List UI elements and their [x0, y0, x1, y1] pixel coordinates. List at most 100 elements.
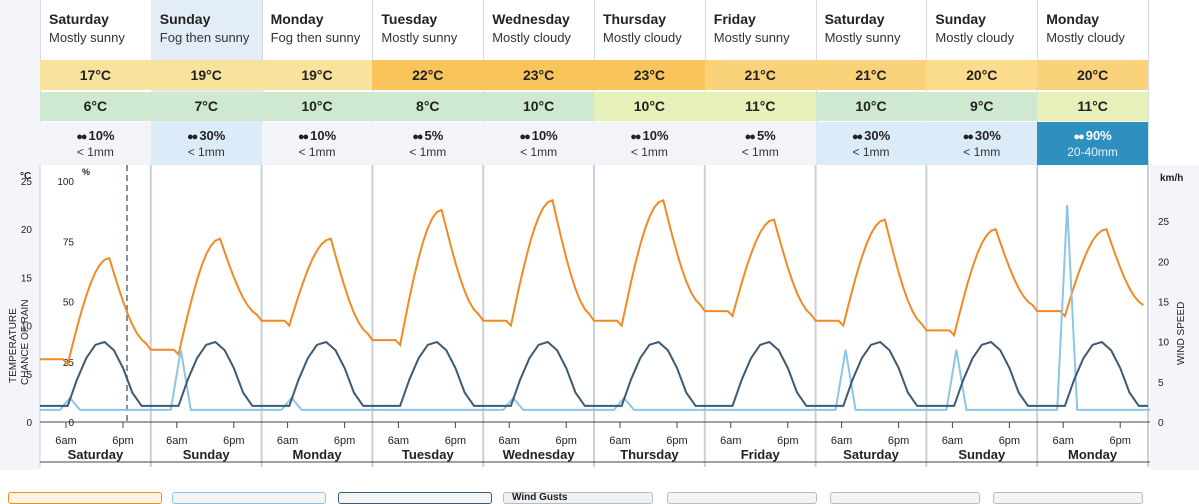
day-column[interactable]: Friday Mostly sunny 21°C 11°C ●● 5% < 1mm: [704, 0, 817, 165]
time-label-6am: 6am: [388, 435, 409, 447]
rain-drops-icon: ●●: [76, 131, 87, 143]
time-label-6pm: 6pm: [1109, 435, 1130, 447]
day-summary: Mostly sunny: [824, 30, 901, 45]
rain-drops-icon: ●●: [630, 131, 641, 143]
time-label-6pm: 6pm: [334, 435, 355, 447]
time-label-6am: 6am: [1052, 435, 1073, 447]
day-column[interactable]: Tuesday Mostly sunny 22°C 8°C ●● 5% < 1mm: [372, 0, 485, 165]
chart-day-label: Sunday: [958, 447, 1006, 462]
humidity-toggle[interactable]: [830, 492, 980, 504]
rain-drops-icon: ●●: [297, 131, 309, 143]
time-label-6am: 6am: [831, 435, 852, 447]
rain-chance: ●● 30%: [816, 128, 927, 143]
rain-chance-value: 30%: [974, 128, 1001, 143]
rain-cell: ●● 5% < 1mm: [704, 122, 816, 165]
day-summary: Mostly cloudy: [492, 30, 571, 45]
day-summary: Fog then sunny: [159, 30, 250, 45]
rain-chance-value: 10%: [310, 128, 337, 143]
rain-chance: ●● 5%: [705, 128, 816, 143]
time-label-6pm: 6pm: [666, 435, 687, 447]
rain-chance: ●● 10%: [40, 128, 151, 143]
rain-chance: ●● 90%: [1037, 128, 1148, 143]
day-summary: Mostly sunny: [49, 30, 125, 45]
temp-tick-label: 10: [21, 322, 33, 333]
rain-tick-label: 0: [68, 418, 74, 429]
day-header: Saturday Mostly sunny: [816, 0, 927, 60]
wind-axis-title: WIND SPEED: [1176, 301, 1187, 365]
temp-tick-label: 15: [21, 273, 33, 284]
time-label-6am: 6am: [498, 435, 519, 447]
rain-amount: < 1mm: [409, 145, 447, 159]
time-label-6am: 6am: [942, 435, 963, 447]
chart-day-label: Monday: [292, 447, 342, 462]
rain-tick-label: 100: [57, 177, 74, 188]
rain-amount: < 1mm: [630, 145, 668, 159]
day-header: Thursday Mostly cloudy: [594, 0, 705, 60]
day-column[interactable]: Thursday Mostly cloudy 23°C 10°C ●● 10% < 1mm: [594, 0, 706, 165]
wind-tick-label: 0: [1158, 418, 1164, 429]
wind-tick-label: 20: [1158, 257, 1170, 268]
time-label-6am: 6am: [720, 435, 741, 447]
chart-day-label: Monday: [1068, 447, 1118, 462]
day-summary: Mostly sunny: [381, 30, 458, 45]
rain-amount: < 1mm: [741, 145, 779, 159]
rain-chance-value: 5%: [424, 128, 444, 143]
rain-tick-label: 75: [63, 237, 75, 248]
rain-chance-line: [40, 205, 1150, 411]
day-column[interactable]: Wednesday Mostly cloudy 23°C 10°C ●● 10% < 1mm: [483, 0, 595, 165]
day-header: Saturday Mostly sunny: [40, 0, 151, 60]
time-label-6am: 6am: [277, 435, 298, 447]
rain-chance-value: 90%: [1085, 128, 1112, 143]
temperature-line: [40, 198, 1144, 367]
day-column[interactable]: Saturday Mostly sunny 21°C 10°C ●● 30% < 1mm: [815, 0, 928, 165]
temp-unit-label: °C: [20, 171, 31, 182]
forecast-chart: 25 20 15 10 5 0 °C 100 75 50 25 0% 25 20 15 10 5 0 km/h 6am…: [0, 165, 1199, 470]
rain-cell: ●● 10% < 1mm: [40, 122, 151, 165]
day-name: Saturday: [824, 11, 885, 27]
max-temp: 19°C: [261, 60, 373, 90]
rain-chance: ●● 10%: [594, 128, 705, 143]
rain-chance-value: 10%: [531, 128, 558, 143]
day-name: Thursday: [603, 11, 667, 27]
temperature-toggle[interactable]: [8, 492, 162, 504]
time-label-6pm: 6pm: [223, 435, 244, 447]
rain-tick-label: 50: [63, 298, 75, 309]
rain-amount: < 1mm: [963, 145, 1001, 159]
chart-day-label: Sunday: [183, 447, 231, 462]
chart-day-label: Friday: [741, 447, 781, 462]
day-header: Friday Mostly sunny: [705, 0, 816, 60]
min-temp: 10°C: [815, 92, 927, 121]
time-label-6am: 6am: [55, 435, 76, 447]
rain-amount: < 1mm: [76, 145, 114, 159]
day-column[interactable]: Sunday Mostly cloudy 20°C 9°C ●● 30% < 1mm: [926, 0, 1039, 165]
day-column[interactable]: Monday Mostly cloudy 20°C 11°C ●● 90% 20-40mm: [1037, 0, 1149, 165]
day-column[interactable]: Saturday Mostly sunny 17°C 6°C ●● 10% < 1mm: [40, 0, 152, 165]
rain-chance-value: 10%: [88, 128, 115, 143]
wind-toggle[interactable]: [338, 492, 492, 504]
day-header: Sunday Fog then sunny: [151, 0, 262, 60]
day-name: Sunday: [935, 11, 986, 27]
wind-gusts-toggle[interactable]: Wind Gusts: [503, 492, 653, 504]
uv-toggle[interactable]: [667, 492, 817, 504]
day-name: Wednesday: [492, 11, 570, 27]
max-temp: 23°C: [483, 60, 594, 90]
day-column[interactable]: Sunday Fog then sunny 19°C 7°C ●● 30% < 1mm: [150, 0, 263, 165]
min-temp: 9°C: [926, 92, 1038, 121]
rain-drops-icon: ●●: [519, 131, 530, 143]
rain-toggle[interactable]: [172, 492, 326, 504]
rain-chance-value: 5%: [756, 128, 776, 143]
rain-chance-value: 30%: [199, 128, 226, 143]
rain-cell: ●● 30% < 1mm: [150, 122, 262, 165]
rain-chance: ●● 30%: [151, 128, 262, 143]
rain-cell: ●● 10% < 1mm: [483, 122, 594, 165]
min-temp: 10°C: [483, 92, 594, 121]
pressure-toggle[interactable]: [993, 492, 1143, 504]
day-name: Monday: [1046, 11, 1100, 27]
max-temp: 20°C: [926, 60, 1038, 90]
rain-drops-icon: ●●: [412, 131, 423, 143]
chart-day-label: Saturday: [843, 447, 899, 462]
day-header: Monday Mostly cloudy: [1037, 0, 1148, 60]
day-column[interactable]: Monday Fog then sunny 19°C 10°C ●● 10% < 1mm: [261, 0, 374, 165]
max-temp: 19°C: [150, 60, 262, 90]
temp-tick-label: 0: [26, 418, 32, 429]
